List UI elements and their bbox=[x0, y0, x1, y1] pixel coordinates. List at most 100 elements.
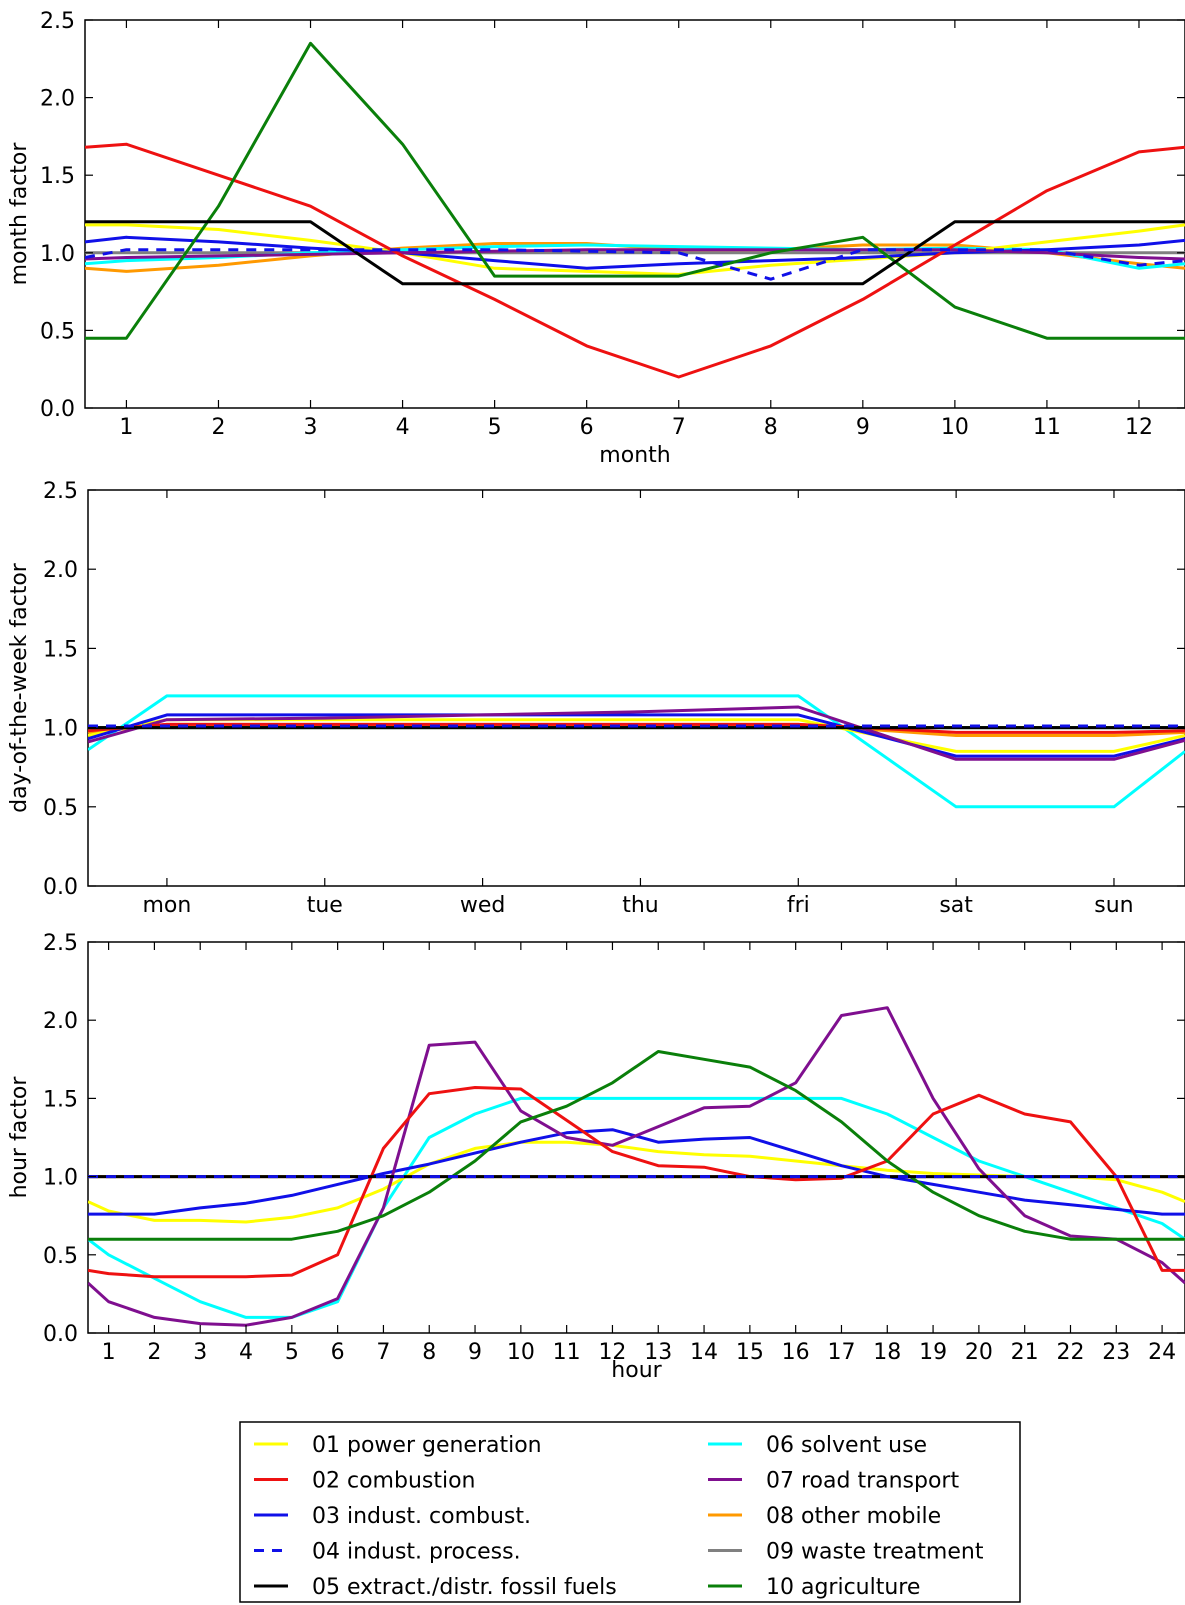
day-of-week-chart: 0.0 0.5 1.0 1.5 2.0 2.5 mon tue wed thu fri sat sun d… bbox=[7, 479, 1185, 918]
x-tick-label-2: 2 bbox=[147, 1340, 161, 1365]
y-tick-label: 2.0 bbox=[40, 87, 75, 112]
x-tick-label-20: 20 bbox=[965, 1340, 993, 1365]
legend-item-10-agriculture: 10 agriculture bbox=[708, 1575, 920, 1600]
x-axis-label: month bbox=[599, 443, 670, 468]
legend-item-01-power-generation: 01 power generation bbox=[254, 1433, 542, 1458]
x-tick-label-16: 16 bbox=[782, 1340, 810, 1365]
y-tick-label: 0.0 bbox=[43, 1322, 78, 1347]
x-tick-label-22: 22 bbox=[1056, 1340, 1084, 1365]
month-chart: 0.00.51.01.52.02.51 2 3 4 5 6 7 8 9 10 11 12monthmo… bbox=[7, 9, 1185, 468]
series-line-06-solvent-use bbox=[88, 694, 1185, 809]
x-tick-label-10: 10 bbox=[507, 1340, 535, 1365]
x-tick-label-4: 4 bbox=[239, 1340, 253, 1365]
plot-frame bbox=[87, 489, 1185, 887]
series-lines bbox=[85, 41, 1185, 379]
legend-label: 06 solvent use bbox=[766, 1433, 927, 1458]
series-line-06-solvent-use bbox=[88, 1096, 1185, 1319]
y-tick-label: 2.5 bbox=[43, 479, 78, 504]
series-line-02-combustion bbox=[88, 722, 1185, 734]
legend-item-06-solvent-use: 06 solvent use bbox=[708, 1433, 927, 1458]
x-tick-label-24: 24 bbox=[1148, 1340, 1176, 1365]
legend-item-08-other-mobile: 08 other mobile bbox=[708, 1504, 941, 1529]
x-tick-label-3: 3 bbox=[193, 1340, 207, 1365]
legend-label: 10 agriculture bbox=[766, 1575, 920, 1600]
series-line-03-indust-combust bbox=[88, 713, 1185, 758]
legend-box bbox=[239, 1421, 1021, 1603]
x-tick-label-4: 4 bbox=[396, 415, 410, 440]
series-line-07-road-transport bbox=[88, 705, 1185, 761]
series-line-07-road-transport bbox=[85, 248, 1185, 261]
series-line-01-power-generation bbox=[85, 223, 1185, 276]
series-line-02-combustion bbox=[88, 1086, 1185, 1279]
y-tick-label: 1.5 bbox=[43, 637, 78, 662]
legend-label: 02 combustion bbox=[312, 1469, 476, 1494]
x-tick-label-14: 14 bbox=[690, 1340, 718, 1365]
legend-item-04-indust-process: 04 indust. process. bbox=[254, 1540, 521, 1565]
legend-item-05-extract-distr-fossil-fuels: 05 extract./distr. fossil fuels bbox=[254, 1575, 617, 1600]
x-tick-label-tue: tue bbox=[307, 893, 343, 918]
plot-frame bbox=[84, 19, 1185, 409]
x-tick-label-12: 12 bbox=[1125, 415, 1153, 440]
legend-item-02-combustion: 02 combustion bbox=[254, 1469, 476, 1494]
legend-item-07-road-transport: 07 road transport bbox=[708, 1469, 959, 1494]
x-tick-label-23: 23 bbox=[1102, 1340, 1130, 1365]
series-line-04-indust-process bbox=[85, 248, 1185, 281]
x-tick-label-5: 5 bbox=[488, 415, 502, 440]
x-tick-label-11: 11 bbox=[553, 1340, 581, 1365]
legend-label: 03 indust. combust. bbox=[312, 1504, 531, 1529]
x-tick-label-6: 6 bbox=[331, 1340, 345, 1365]
y-axis-label: month factor bbox=[7, 142, 32, 286]
x-tick-label-21: 21 bbox=[1011, 1340, 1039, 1365]
legend-item-09-waste-treatment: 09 waste treatment bbox=[708, 1540, 984, 1565]
y-tick-label: 1.0 bbox=[43, 717, 78, 742]
legend-label: 04 indust. process. bbox=[312, 1540, 521, 1565]
series-line-03-indust-combust bbox=[88, 1128, 1185, 1216]
x-tick-label-19: 19 bbox=[919, 1340, 947, 1365]
x-tick-label-13: 13 bbox=[644, 1340, 672, 1365]
x-tick-label-11: 11 bbox=[1033, 415, 1061, 440]
y-tick-label: 1.5 bbox=[43, 1087, 78, 1112]
series-line-10-agriculture bbox=[88, 1050, 1185, 1241]
y-axis-label: day-of-the-week factor bbox=[7, 562, 32, 813]
legend-label: 05 extract./distr. fossil fuels bbox=[312, 1575, 617, 1600]
legend-label: 08 other mobile bbox=[766, 1504, 941, 1529]
legend-item-03-indust-combust: 03 indust. combust. bbox=[254, 1504, 531, 1529]
x-tick-label-10: 10 bbox=[941, 415, 969, 440]
y-tick-label: 1.0 bbox=[40, 242, 75, 267]
series-line-05-extract-distr-fossil-fuels bbox=[85, 220, 1185, 286]
x-tick-label-2: 2 bbox=[211, 415, 225, 440]
y-tick-label: 2.0 bbox=[43, 558, 78, 583]
y-tick-label: 0.5 bbox=[43, 796, 78, 821]
x-tick-label-15: 15 bbox=[736, 1340, 764, 1365]
x-tick-label-wed: wed bbox=[460, 893, 506, 918]
x-axis-label: hour bbox=[611, 1358, 662, 1383]
x-tick-label-mon: mon bbox=[142, 893, 191, 918]
y-tick-label: 0.0 bbox=[40, 397, 75, 422]
hour-chart: 0.00.51.01.52.02.51 2 3 4 5 6 7 8 9 10 11 12 13 14 15 1… bbox=[7, 931, 1185, 1383]
x-tick-label-thu: thu bbox=[622, 893, 659, 918]
y-tick-label: 2.5 bbox=[43, 931, 78, 956]
x-tick-label-8: 8 bbox=[422, 1340, 436, 1365]
x-tick-label-17: 17 bbox=[827, 1340, 855, 1365]
legend-label: 07 road transport bbox=[766, 1469, 959, 1494]
y-tick-label: 0.0 bbox=[43, 875, 78, 900]
series-lines bbox=[88, 1006, 1185, 1327]
legend-label: 09 waste treatment bbox=[766, 1540, 984, 1565]
y-tick-label: 2.5 bbox=[40, 9, 75, 34]
x-tick-label-1: 1 bbox=[102, 1340, 116, 1365]
y-tick-label: 0.5 bbox=[43, 1244, 78, 1269]
y-tick-label: 1.5 bbox=[40, 164, 75, 189]
y-tick-label: 2.0 bbox=[43, 1009, 78, 1034]
y-tick-label: 0.5 bbox=[40, 319, 75, 344]
x-tick-label-sun: sun bbox=[1094, 893, 1133, 918]
series-lines bbox=[88, 694, 1185, 809]
x-tick-label-1: 1 bbox=[119, 415, 133, 440]
x-tick-label-fri: fri bbox=[787, 893, 810, 918]
series-line-07-road-transport bbox=[88, 1006, 1185, 1327]
y-axis-label: hour factor bbox=[7, 1076, 32, 1199]
x-tick-label-5: 5 bbox=[285, 1340, 299, 1365]
plot-frame bbox=[87, 941, 1185, 1334]
x-tick-label-8: 8 bbox=[764, 415, 778, 440]
x-tick-label-18: 18 bbox=[873, 1340, 901, 1365]
